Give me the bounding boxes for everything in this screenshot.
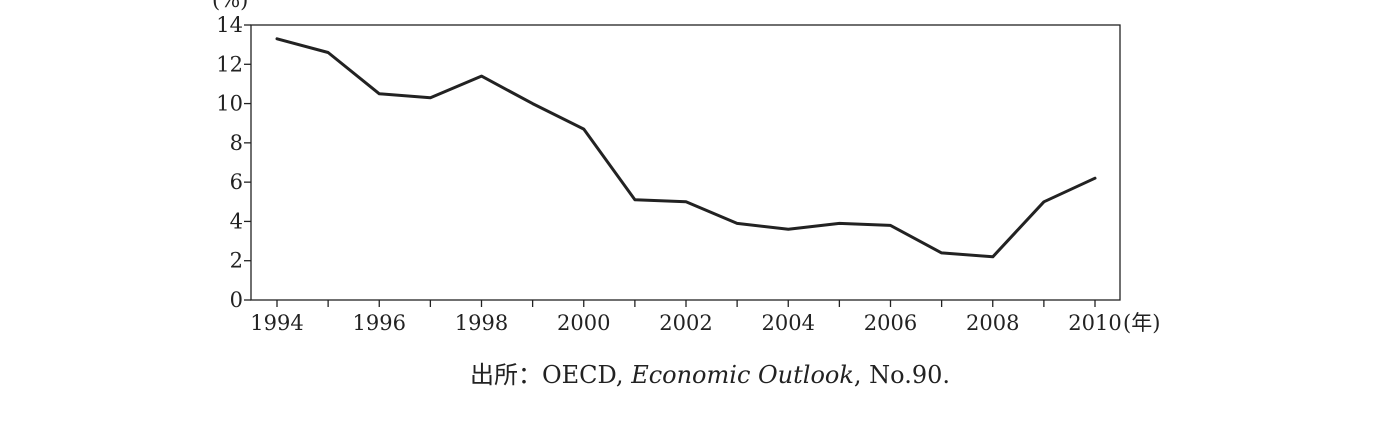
x-tick-label: 2002 bbox=[659, 311, 712, 335]
x-tick-label: 2000 bbox=[557, 311, 610, 335]
x-tick-label: 1996 bbox=[353, 311, 406, 335]
y-tick-label: 2 bbox=[230, 249, 243, 273]
source-suffix: , No.90. bbox=[854, 361, 950, 389]
plot-frame bbox=[250, 24, 1121, 301]
x-axis: 1994 1996 1998 2000 2002 2004 2006 2008 2010 bbox=[250, 300, 1122, 335]
y-tick-label: 8 bbox=[230, 131, 243, 155]
x-unit-label: (年) bbox=[1123, 311, 1160, 335]
x-tick-label: 1994 bbox=[250, 311, 303, 335]
y-tick-label: 0 bbox=[230, 288, 243, 312]
x-tick-label: 1998 bbox=[455, 311, 508, 335]
x-tick-label: 2004 bbox=[762, 311, 815, 335]
y-unit-label: (%) bbox=[212, 0, 248, 12]
y-tick-label: 12 bbox=[216, 52, 243, 76]
source-publication: Economic Outlook bbox=[630, 361, 854, 389]
y-tick-label: 10 bbox=[216, 92, 243, 116]
y-axis: 0 2 4 6 8 10 12 14 bbox=[216, 13, 251, 312]
x-tick-label: 2006 bbox=[864, 311, 917, 335]
x-tick-label: 2008 bbox=[966, 311, 1019, 335]
source-note: 出所：OECD, Economic Outlook, No.90. bbox=[470, 361, 950, 389]
y-tick-label: 4 bbox=[230, 209, 243, 233]
y-tick-label: 14 bbox=[216, 13, 243, 37]
series-line bbox=[275, 37, 1097, 259]
y-tick-label: 6 bbox=[230, 170, 243, 194]
x-tick-label: 2010 bbox=[1068, 311, 1121, 335]
source-prefix: 出所：OECD, bbox=[470, 361, 631, 389]
